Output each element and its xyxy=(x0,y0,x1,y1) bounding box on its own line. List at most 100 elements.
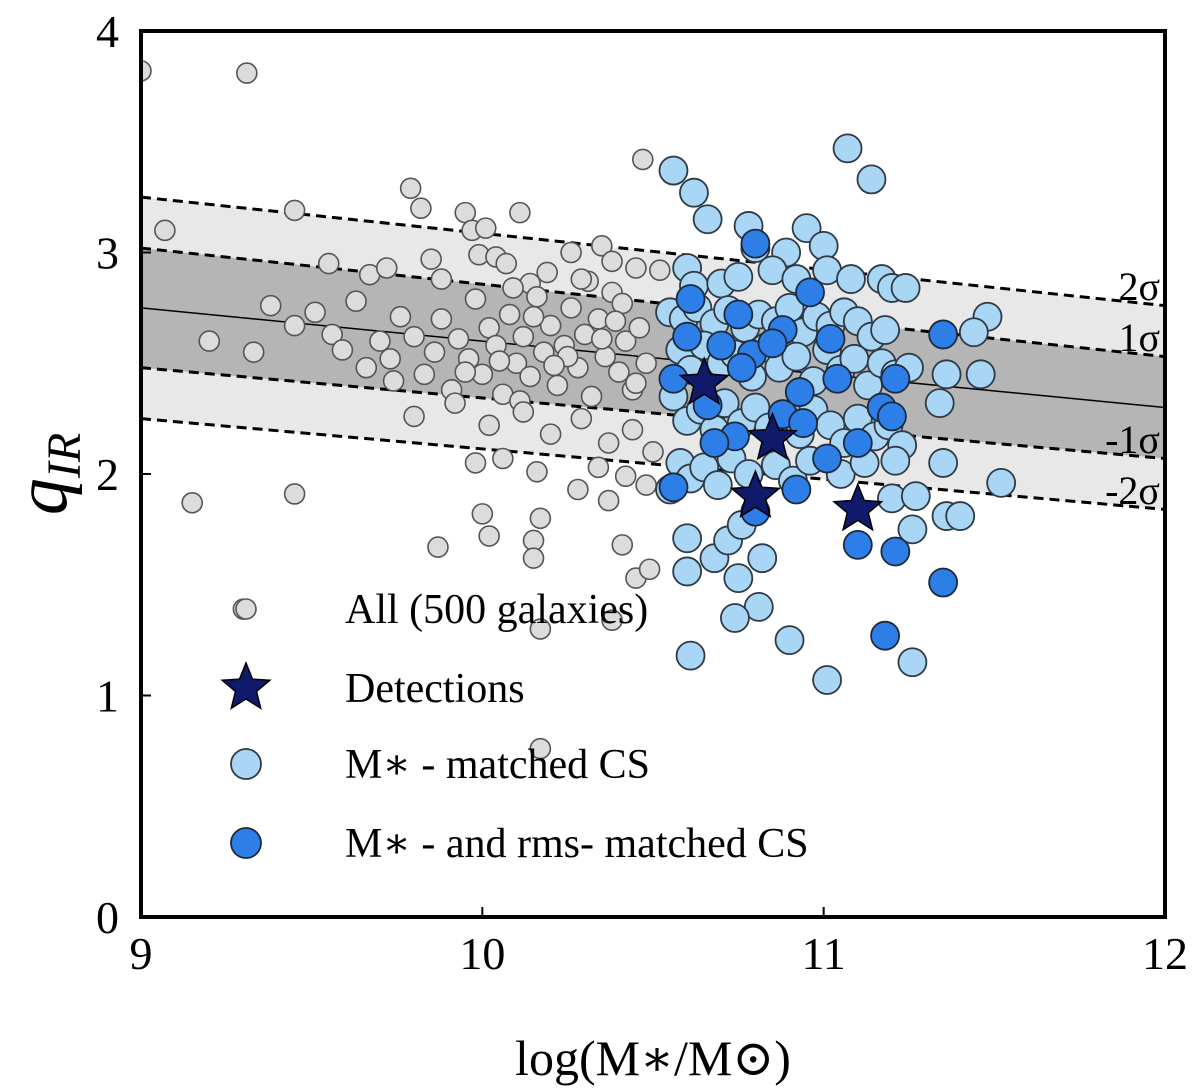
mass-matched-point xyxy=(870,315,901,345)
all-galaxy-point xyxy=(321,323,343,346)
all-galaxy-point xyxy=(375,257,398,279)
label-minus-two-sigma: -2σ xyxy=(1105,468,1160,513)
all-galaxy-point xyxy=(635,474,657,496)
all-galaxy-point xyxy=(590,328,613,350)
all-galaxy-point xyxy=(403,325,425,348)
all-galaxy-point xyxy=(399,177,422,200)
rms-matched-point xyxy=(672,321,703,352)
mass-matched-point xyxy=(808,230,839,261)
all-galaxy-point xyxy=(539,423,562,445)
all-galaxy-point xyxy=(546,374,569,397)
all-galaxy-point xyxy=(430,308,453,330)
detection-star xyxy=(678,356,730,406)
all-galaxy-point xyxy=(355,356,378,379)
all-galaxy-point xyxy=(427,536,449,558)
detection-star xyxy=(746,411,799,461)
mass-matched-point xyxy=(958,317,989,348)
all-galaxy-point xyxy=(570,407,593,430)
x-tick-label: 9 xyxy=(130,928,153,979)
mass-matched-point xyxy=(723,563,754,594)
mass-matched-point xyxy=(924,388,955,419)
rms-matched-point xyxy=(675,284,706,314)
all-galaxy-point xyxy=(430,268,453,290)
rms-matched-point xyxy=(795,277,825,308)
rms-matched-point xyxy=(877,401,907,432)
all-galaxy-point xyxy=(597,489,620,512)
mass-matched-point xyxy=(672,556,703,587)
all-galaxy-point xyxy=(526,460,548,483)
one-sigma-band xyxy=(141,248,1165,459)
all-galaxy-point xyxy=(649,259,671,282)
y-tick-label: 0 xyxy=(96,892,119,943)
all-galaxy-point xyxy=(423,341,446,363)
all-galaxy-point xyxy=(488,350,511,372)
plus-two-sigma-line xyxy=(141,195,1165,308)
mass-matched-point xyxy=(720,603,750,633)
all-galaxy-point xyxy=(454,361,477,383)
mass-matched-point xyxy=(747,543,778,574)
all-galaxy-point xyxy=(464,288,487,310)
x-axis-label: log(M∗/M⊙) xyxy=(515,1030,791,1086)
detection-stars xyxy=(678,356,884,532)
all-galaxy-point xyxy=(492,447,514,470)
all-galaxy-point xyxy=(331,339,354,361)
y-axis-label: qIR xyxy=(1,433,91,515)
all-galaxy-point xyxy=(304,301,326,324)
all-galaxy-point xyxy=(608,361,630,383)
all-galaxy-point xyxy=(389,305,412,328)
label-plus-two-sigma: 2σ xyxy=(1118,264,1160,309)
mass-matched-point xyxy=(928,448,959,478)
mass-matched-point xyxy=(675,640,706,671)
mass-matched-point xyxy=(931,359,962,390)
all-galaxy-point xyxy=(464,452,487,474)
mass-matched-point xyxy=(692,204,723,235)
all-galaxy-point xyxy=(283,199,306,222)
x-tick-label: 12 xyxy=(1142,928,1188,979)
all-galaxy-point xyxy=(444,392,466,414)
all-galaxy-point xyxy=(413,363,436,386)
all-galaxy-point xyxy=(580,385,603,408)
all-galaxy-point xyxy=(259,294,282,317)
all-galaxies-points xyxy=(141,60,671,760)
all-galaxy-point xyxy=(625,372,647,394)
all-galaxy-point xyxy=(601,250,623,273)
rms-matched-point xyxy=(740,228,771,259)
rms-matched-point xyxy=(928,319,959,350)
all-galaxy-point xyxy=(590,235,613,257)
all-galaxy-point xyxy=(614,465,637,488)
all-galaxy-point xyxy=(345,290,367,313)
legend-label: Detections xyxy=(345,666,525,712)
mass-matched-point xyxy=(856,164,887,195)
label-minus-one-sigma: -1σ xyxy=(1105,417,1160,462)
all-galaxy-point xyxy=(509,201,531,224)
all-galaxy-point xyxy=(597,432,620,454)
legend: All (500 galaxies) Detections M∗ - matched… xyxy=(220,587,809,867)
all-galaxy-point xyxy=(198,330,221,352)
mass-matched-point xyxy=(965,359,996,390)
rms-matched-points xyxy=(658,228,959,651)
all-galaxy-point xyxy=(471,503,494,525)
all-galaxy-point xyxy=(529,507,552,530)
rms-matched-point xyxy=(870,620,901,651)
mass-matched-point xyxy=(945,501,976,531)
y-axis-label-main: q xyxy=(1,478,83,515)
all-galaxy-point xyxy=(543,354,565,377)
all-galaxy-point xyxy=(283,314,306,337)
all-galaxy-point xyxy=(570,268,593,290)
all-galaxy-point xyxy=(628,317,651,339)
all-galaxy-point xyxy=(403,405,425,428)
all-galaxy-point xyxy=(604,310,627,332)
mass-matched-point xyxy=(880,445,911,476)
y-tick-label: 1 xyxy=(96,671,119,722)
mass-matched-point xyxy=(781,341,812,372)
all-galaxy-point xyxy=(519,365,541,388)
all-galaxy-point xyxy=(539,314,562,337)
all-galaxy-point xyxy=(498,303,521,326)
rms-matched-point xyxy=(757,328,788,359)
all-galaxy-point xyxy=(529,618,552,640)
legend-marker-matched xyxy=(230,748,262,780)
all-galaxy-point xyxy=(382,370,405,392)
minus-one-sigma-line xyxy=(141,366,1165,460)
all-galaxy-point xyxy=(495,252,518,275)
